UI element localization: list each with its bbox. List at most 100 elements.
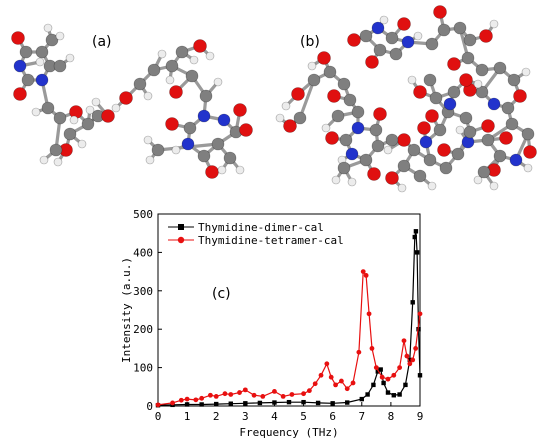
carbon-atom (211, 137, 225, 151)
data-point-tetramer (193, 397, 199, 403)
data-point-tetramer (385, 376, 391, 382)
data-point-tetramer (184, 396, 190, 402)
hydrogen-atom (383, 145, 393, 155)
data-point-tetramer (404, 353, 410, 359)
data-point-dimer (301, 399, 306, 405)
data-point-tetramer (260, 394, 266, 399)
data-point-tetramer (312, 381, 318, 387)
data-point-dimer (330, 401, 335, 406)
hydrogen-atom (489, 19, 499, 29)
data-point-tetramer (373, 365, 379, 370)
nitrogen-atom (487, 97, 501, 111)
oxygen-atom (513, 89, 527, 103)
data-point-tetramer (208, 392, 213, 398)
x-tick-label: 2 (213, 410, 220, 423)
data-point-dimer (410, 300, 415, 305)
hydrogen-atom (53, 157, 63, 167)
data-point-dimer (371, 382, 376, 388)
nitrogen-atom (197, 109, 211, 123)
carbon-atom (19, 45, 33, 59)
data-point-dimer (345, 400, 350, 405)
series-dimer (155, 229, 423, 408)
oxygen-atom (365, 55, 379, 69)
carbon-atom (53, 59, 67, 73)
hydrogen-atom (217, 165, 227, 175)
x-tick-label: 8 (388, 410, 395, 423)
data-point-tetramer (333, 382, 338, 388)
data-point-tetramer (155, 402, 161, 408)
legend: Thymidine-dimer-cal Thymidine-tetramer-c… (168, 221, 344, 247)
carbon-atom (337, 77, 351, 91)
bond (298, 78, 316, 120)
oxygen-atom (239, 123, 253, 137)
oxygen-atom (317, 51, 331, 65)
plot-frame (157, 213, 421, 407)
carbon-atom (493, 149, 507, 163)
oxygen-atom (499, 131, 513, 145)
hydrogen-atom (413, 31, 423, 41)
carbon-atom (369, 123, 383, 137)
oxygen-atom (13, 87, 27, 101)
data-point-dimer (315, 400, 321, 406)
carbon-atom (505, 117, 519, 131)
hydrogen-atom (523, 163, 533, 173)
data-point-dimer (359, 396, 364, 402)
carbon-atom (53, 111, 67, 125)
carbon-atom (507, 73, 521, 87)
hydrogen-atom (397, 183, 407, 193)
hydrogen-atom (205, 51, 215, 61)
carbon-atom (501, 101, 515, 115)
hydrogen-atom (473, 79, 483, 89)
carbon-atom (293, 111, 307, 125)
oxygen-atom (479, 29, 493, 43)
carbon-atom (337, 161, 351, 175)
oxygen-atom (481, 119, 495, 133)
carbon-atom (63, 127, 77, 141)
legend-label-tetramer: Thymidine-tetramer-cal (198, 234, 344, 247)
carbon-atom (81, 117, 95, 131)
data-point-tetramer (178, 397, 184, 403)
hydrogen-atom (307, 61, 317, 71)
data-point-tetramer (237, 390, 242, 395)
hydrogen-atom (455, 125, 465, 135)
hydrogen-atom (321, 123, 331, 133)
oxygen-atom (413, 85, 427, 99)
carbon-atom (133, 77, 147, 91)
oxygen-atom (459, 73, 473, 87)
data-point-tetramer (318, 372, 324, 378)
oxygen-atom (385, 171, 399, 185)
carbon-atom (373, 43, 387, 57)
nitrogen-atom (419, 135, 433, 149)
hydrogen-atom (55, 31, 65, 41)
data-point-tetramer (369, 346, 375, 351)
nitrogen-atom (35, 73, 49, 87)
data-point-tetramer (356, 349, 362, 355)
data-point-dimer (286, 399, 292, 405)
series-line-dimer (157, 231, 421, 406)
carbon-atom (397, 159, 411, 173)
hydrogen-atom (521, 67, 531, 77)
series-line-tetramer (157, 269, 421, 406)
carbon-atom (331, 109, 345, 123)
data-point-tetramer (401, 338, 407, 344)
data-point-tetramer (306, 388, 312, 394)
data-point-tetramer (280, 394, 286, 399)
hydrogen-atom (171, 145, 181, 155)
carbon-atom (41, 101, 55, 115)
data-point-dimer (378, 367, 383, 372)
x-tick-label: 5 (300, 410, 307, 423)
hydrogen-atom (31, 107, 41, 117)
carbon-atom (477, 165, 491, 179)
oxygen-atom (397, 17, 411, 31)
hydrogen-atom (91, 97, 101, 107)
carbon-atom (425, 37, 439, 51)
y-tick-label: 0 (146, 400, 153, 413)
oxygen-atom (165, 117, 179, 131)
carbon-atom (385, 133, 399, 147)
data-point-dimer (391, 393, 396, 398)
carbon-atom (49, 143, 63, 157)
oxygen-atom (325, 131, 339, 145)
data-point-tetramer (328, 374, 334, 380)
nitrogen-atom (443, 97, 457, 111)
nitrogen-atom (13, 59, 27, 73)
